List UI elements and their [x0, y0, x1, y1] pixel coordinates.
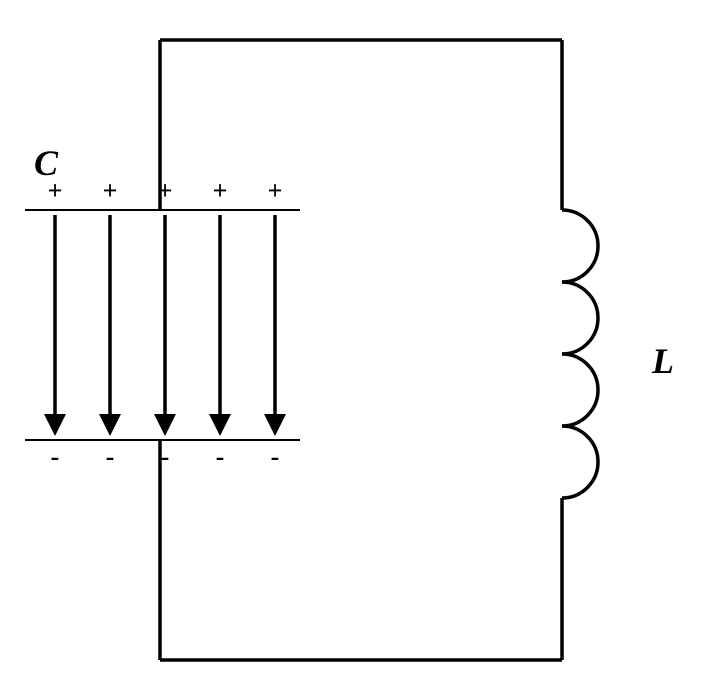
minus-sign-0: -	[45, 442, 65, 472]
field-arrows	[44, 215, 286, 436]
plus-sign-0: +	[45, 176, 65, 206]
minus-sign-3: -	[210, 442, 230, 472]
plus-sign-4: +	[265, 176, 285, 206]
inductor-coils	[562, 210, 598, 498]
minus-sign-4: -	[265, 442, 285, 472]
minus-sign-1: -	[100, 442, 120, 472]
plus-sign-2: +	[155, 176, 175, 206]
plus-sign-1: +	[100, 176, 120, 206]
circuit-diagram	[0, 0, 715, 699]
inductor-label: L	[652, 340, 674, 382]
minus-sign-2: -	[155, 442, 175, 472]
plus-sign-3: +	[210, 176, 230, 206]
